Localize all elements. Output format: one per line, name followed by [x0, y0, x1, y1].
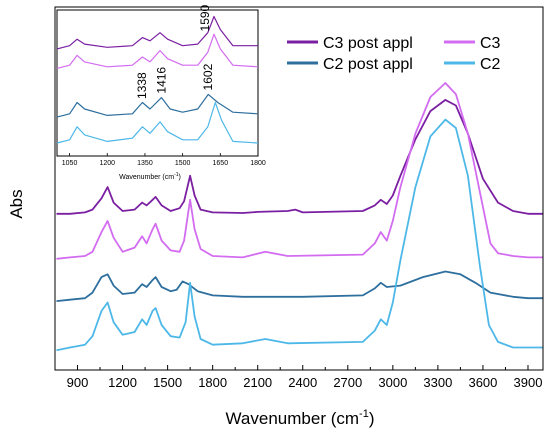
inset-chart: 1050 1200 1350 1500 1650 1800 1590 1338 1416 160…: [56, 4, 266, 181]
x-tick-label: 2100: [243, 375, 272, 390]
series-line-c2: [56, 118, 543, 352]
plot-frame: [54, 6, 544, 371]
inset-x-tick-label: 1650: [213, 160, 229, 167]
x-axis-ticks: 900 1200 1500 1800 2100 2400 2700 3000 3300 3600 3…: [54, 365, 543, 390]
legend-label-c2-post-appl: C2 post appl: [323, 56, 413, 73]
inset-annotations: 1590 1338 1416 1602: [135, 4, 215, 99]
x-tick-label: 1800: [198, 375, 227, 390]
inset-annotation-1602: 1602: [201, 63, 215, 90]
x-tick-label: 2700: [333, 375, 362, 390]
inset-series-line-c3: [56, 33, 259, 69]
inset-series-layer: [56, 15, 259, 144]
inset-x-tick-label: 1800: [250, 160, 266, 167]
inset-x-axis-label: Wavenumber (cm-1): [119, 172, 181, 181]
x-tick-label: 2400: [288, 375, 317, 390]
legend-label-c3-post-appl: C3 post appl: [323, 35, 413, 52]
inset-x-axis-ticks: 1050 1200 1350 1500 1650 1800: [62, 153, 266, 167]
x-tick-label: 3000: [378, 375, 407, 390]
inset-annotation-1338: 1338: [135, 72, 149, 99]
legend-label-c3: C3: [480, 35, 501, 52]
x-tick-label: 3900: [514, 375, 543, 390]
legend-label-c2: C2: [480, 56, 501, 73]
inset-x-tick-label: 1050: [62, 160, 78, 167]
inset-x-tick-label: 1350: [137, 160, 153, 167]
x-tick-label: 3600: [468, 375, 497, 390]
inset-series-line-c2-post-appl: [56, 93, 259, 118]
series-line-c3: [56, 82, 543, 260]
inset-annotation-1590: 1590: [198, 4, 212, 31]
x-tick-label: 1500: [153, 375, 182, 390]
series-layer: [56, 82, 543, 352]
inset-x-tick-label: 1200: [99, 160, 115, 167]
inset-x-tick-label: 1500: [175, 160, 191, 167]
inset-annotation-1416: 1416: [155, 67, 169, 94]
x-tick-label: 900: [67, 375, 89, 390]
series-line-c2-post-appl: [56, 270, 543, 302]
legend: C3 post appl C3 C2 post appl C2: [287, 35, 501, 73]
series-line-c3-post-appl: [56, 99, 543, 215]
x-tick-label: 1200: [108, 375, 137, 390]
inset-series-line-c3-post-appl: [56, 15, 258, 50]
x-tick-label: 3300: [423, 375, 452, 390]
y-axis-label: Abs: [7, 189, 26, 218]
x-axis-label: Wavenumber (cm-1): [226, 408, 375, 428]
inset-series-line-c2: [56, 101, 259, 144]
